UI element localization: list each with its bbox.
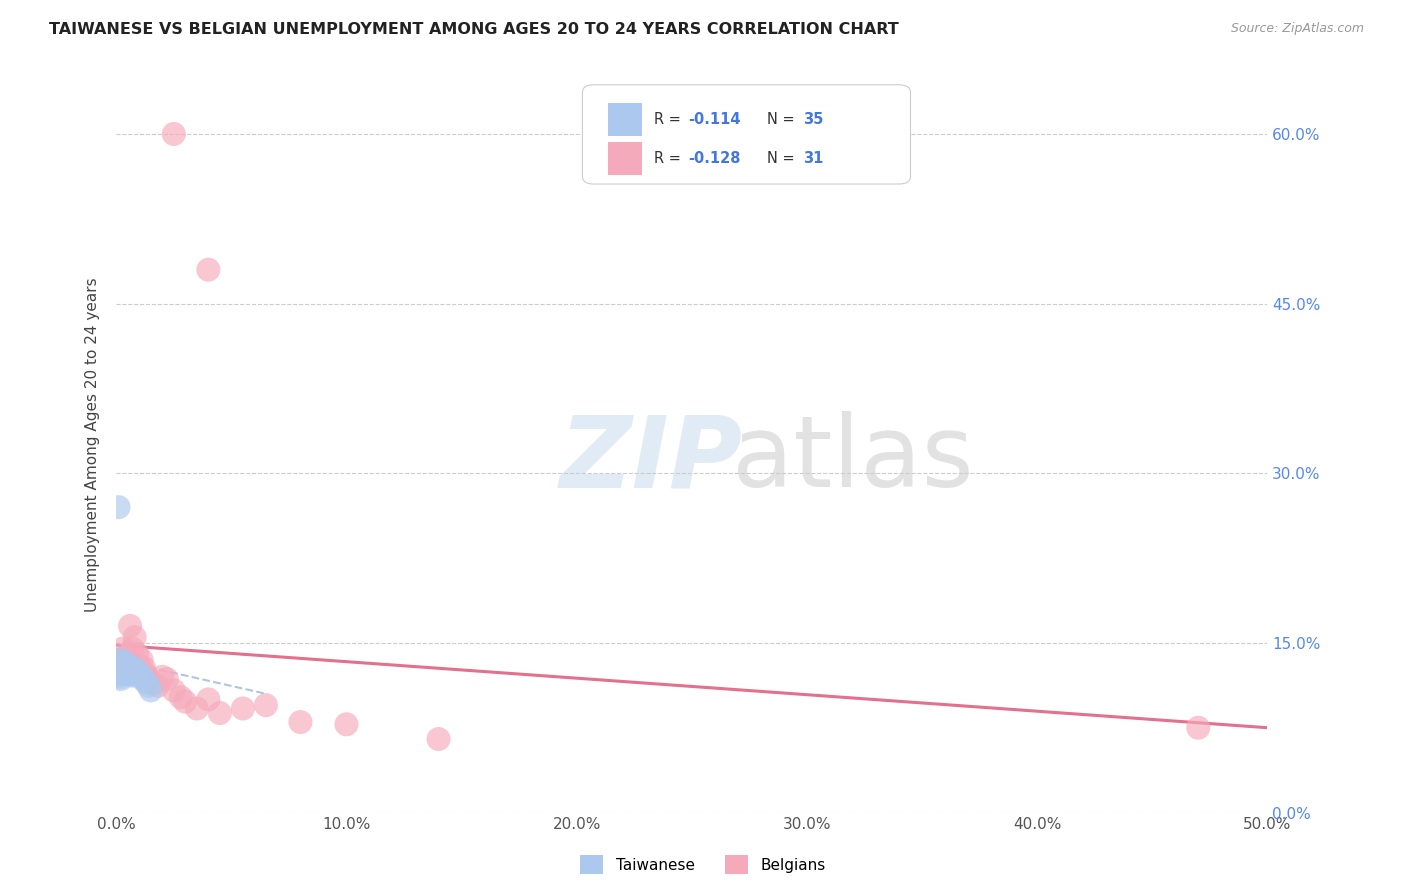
Point <box>163 127 186 141</box>
Point <box>112 666 135 681</box>
Text: ZIP: ZIP <box>560 411 742 508</box>
Point <box>120 663 142 677</box>
Text: R =: R = <box>654 151 685 166</box>
Point <box>138 679 160 693</box>
Point <box>117 665 139 680</box>
Point <box>110 672 132 686</box>
Point <box>121 641 143 656</box>
Point <box>120 659 142 673</box>
Point <box>163 683 186 698</box>
Point <box>132 661 155 675</box>
Point <box>121 664 143 678</box>
Point <box>112 662 135 676</box>
Point <box>290 714 312 729</box>
Point <box>107 661 129 675</box>
Point <box>232 701 254 715</box>
Point <box>117 647 139 661</box>
Point <box>146 679 169 693</box>
Point <box>107 667 129 681</box>
Text: -0.128: -0.128 <box>689 151 741 166</box>
Text: atlas: atlas <box>733 411 974 508</box>
FancyBboxPatch shape <box>607 142 643 175</box>
Point <box>110 670 132 684</box>
Point <box>197 262 219 277</box>
FancyBboxPatch shape <box>607 103 643 136</box>
Legend: Taiwanese, Belgians: Taiwanese, Belgians <box>574 849 832 880</box>
Point <box>131 670 153 684</box>
Point <box>138 672 160 686</box>
Text: N =: N = <box>766 112 799 127</box>
Point <box>114 664 136 678</box>
Point <box>142 676 165 690</box>
Point <box>254 698 277 712</box>
Point <box>124 662 146 676</box>
Text: Source: ZipAtlas.com: Source: ZipAtlas.com <box>1230 22 1364 36</box>
Text: TAIWANESE VS BELGIAN UNEMPLOYMENT AMONG AGES 20 TO 24 YEARS CORRELATION CHART: TAIWANESE VS BELGIAN UNEMPLOYMENT AMONG … <box>49 22 898 37</box>
Text: R =: R = <box>654 112 685 127</box>
Text: 31: 31 <box>803 151 824 166</box>
Point <box>131 653 153 667</box>
Point <box>132 673 155 688</box>
Point <box>112 641 135 656</box>
Point <box>427 732 450 747</box>
Text: -0.114: -0.114 <box>689 112 741 127</box>
Point <box>135 675 157 690</box>
Point <box>117 662 139 676</box>
Point <box>208 706 231 720</box>
Point <box>150 670 173 684</box>
Point <box>110 657 132 671</box>
Point <box>135 667 157 681</box>
Point <box>170 690 193 705</box>
Point <box>128 667 150 681</box>
Point <box>120 667 142 681</box>
Point <box>114 661 136 675</box>
Point <box>125 664 148 678</box>
Point <box>1187 721 1209 735</box>
FancyBboxPatch shape <box>582 85 911 184</box>
Point <box>124 630 146 644</box>
Point <box>114 658 136 673</box>
Text: N =: N = <box>766 151 799 166</box>
Point <box>197 692 219 706</box>
Point <box>128 658 150 673</box>
Point <box>110 653 132 667</box>
Point <box>125 647 148 661</box>
Point <box>124 666 146 681</box>
Point <box>107 658 129 673</box>
Point <box>121 669 143 683</box>
Point <box>112 655 135 669</box>
Point <box>107 500 129 515</box>
Point <box>121 661 143 675</box>
Point <box>107 653 129 667</box>
Point <box>107 664 129 678</box>
Point <box>186 701 208 715</box>
Point <box>110 659 132 673</box>
Point <box>112 658 135 673</box>
Point <box>139 683 162 698</box>
Point <box>114 657 136 672</box>
Text: 35: 35 <box>803 112 824 127</box>
Point <box>174 695 197 709</box>
Point <box>335 717 357 731</box>
Point <box>156 672 179 686</box>
Y-axis label: Unemployment Among Ages 20 to 24 years: Unemployment Among Ages 20 to 24 years <box>86 277 100 612</box>
Point <box>117 658 139 673</box>
Point <box>120 619 142 633</box>
